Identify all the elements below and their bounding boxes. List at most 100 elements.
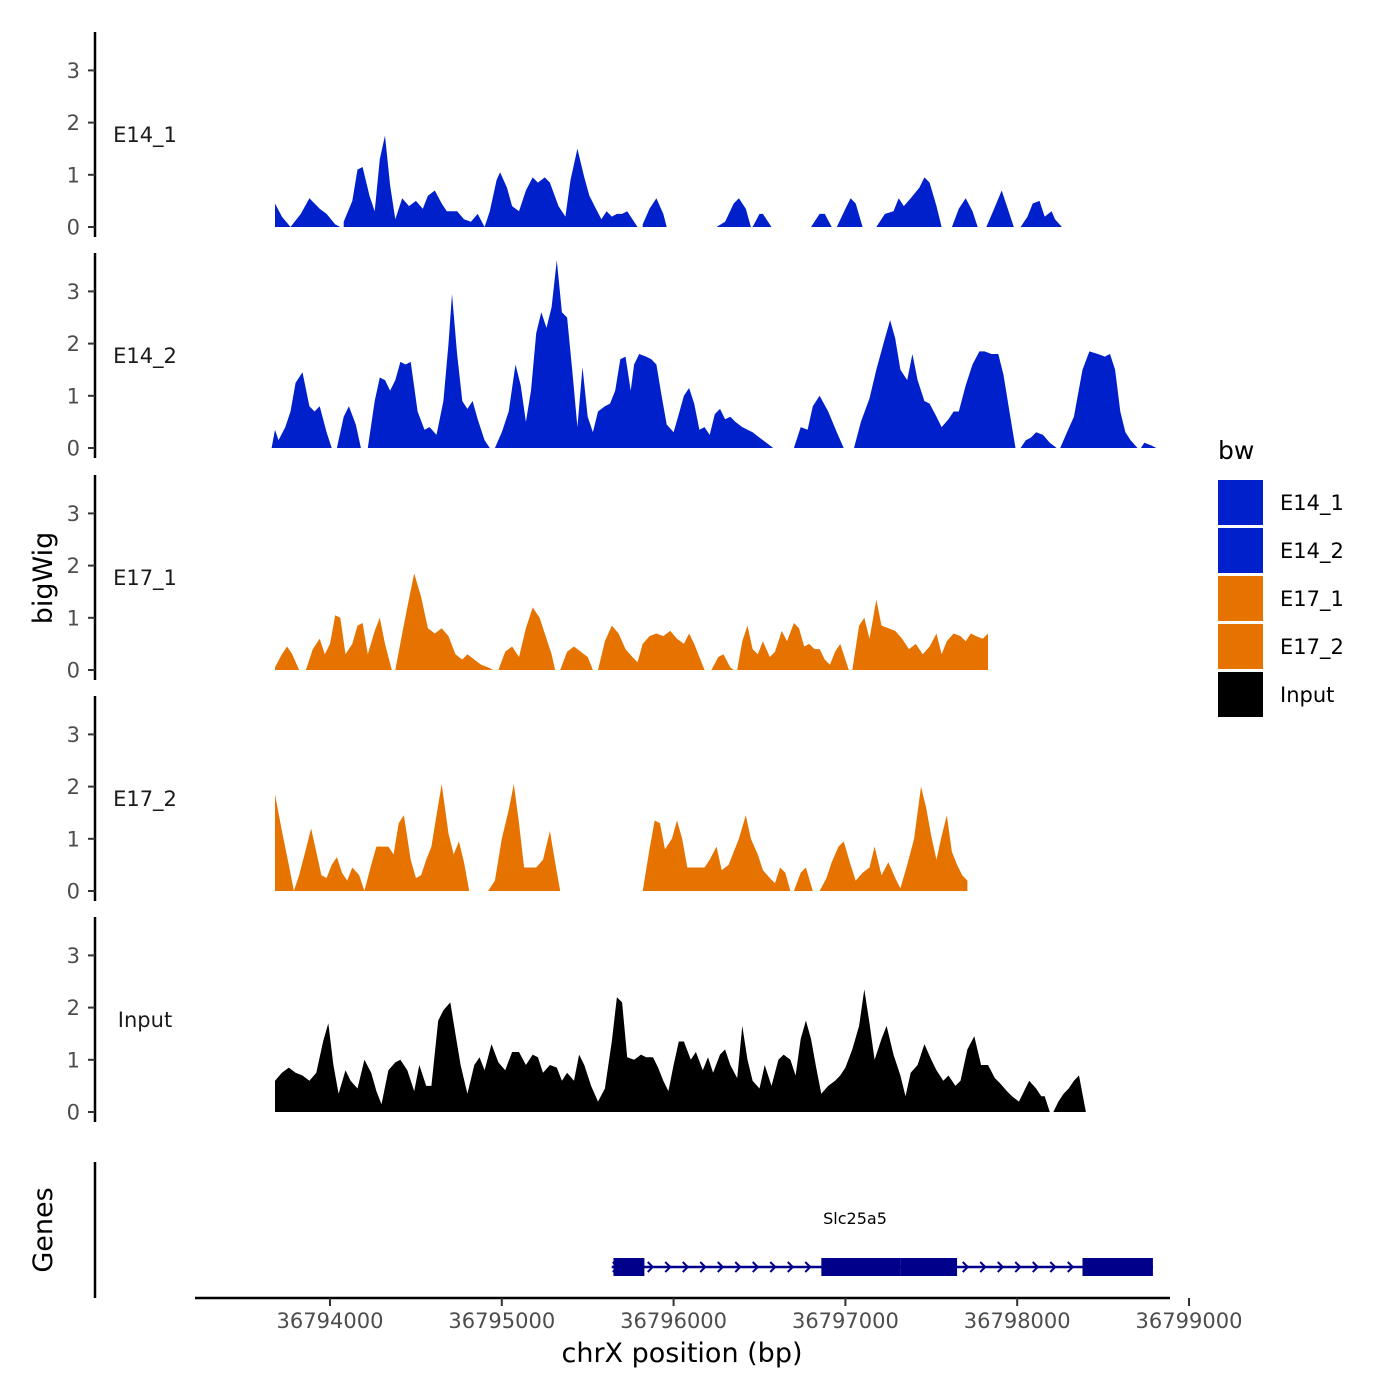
track-e17-2-signal-area (793, 867, 813, 891)
legend: bw E14_1 E14_2 E17_1 E17_2 Input (1218, 436, 1344, 717)
track-input: 0 1 2 3 Input (67, 917, 1086, 1125)
track-e17-1-signal-area (560, 646, 593, 670)
y-tick-label: 1 (67, 1048, 80, 1072)
x-tick-label: 36798000 (964, 1309, 1071, 1333)
legend-label-e14-1: E14_1 (1280, 491, 1344, 516)
gene-strand-chevron (979, 1261, 987, 1273)
legend-swatch-e17-2 (1218, 624, 1263, 669)
legend-label-e14-2: E14_2 (1280, 539, 1344, 564)
y-axis-title: bigWig (28, 532, 59, 625)
track-e14-2-signal-area (1140, 442, 1157, 448)
gene-track: Slc25a5 (93, 1162, 1153, 1298)
gene-name-label: Slc25a5 (823, 1209, 887, 1228)
track-e17-1-signal-area (305, 615, 392, 670)
x-tick-label: 36794000 (277, 1309, 384, 1333)
track-e14-1-signal-area (986, 190, 1014, 227)
gene-strand-chevron (1014, 1261, 1022, 1273)
track-e14-1: 0 1 2 3 E14_1 (67, 32, 1062, 240)
y-tick-label: 1 (67, 163, 80, 187)
x-axis-ticks: 36794000 36795000 36796000 36797000 36798000… (277, 1298, 1243, 1333)
track-e17-1-signal-area (395, 573, 494, 670)
gene-strand-chevron (647, 1261, 655, 1273)
gene-strand-chevron (734, 1261, 742, 1273)
track-e17-1-label: E17_1 (113, 566, 177, 591)
y-tick-label: 3 (67, 59, 80, 83)
gene-strand-chevron (717, 1261, 725, 1273)
x-tick-label: 36799000 (1136, 1309, 1243, 1333)
track-e14-2-signal-area (271, 372, 332, 448)
gene-exon-cds (821, 1258, 901, 1276)
track-e14-1-signal-area (811, 213, 832, 227)
track-e17-2-signal-area (488, 784, 561, 891)
legend-swatch-input (1218, 672, 1263, 717)
gene-strand-chevron (699, 1261, 707, 1273)
track-e14-1-signal-area (752, 213, 772, 227)
x-axis-title: chrX position (bp) (561, 1338, 802, 1369)
legend-label-e17-2: E17_2 (1280, 635, 1344, 660)
y-tick-label: 0 (67, 216, 80, 240)
y-tick-label: 3 (67, 944, 80, 968)
gene-model-slc25a5 (611, 1258, 1153, 1276)
x-tick-label: 36795000 (448, 1309, 555, 1333)
track-e17-1-signal-area (498, 607, 556, 670)
track-e17-1-signal-area (852, 599, 988, 670)
track-e17-1-signal-area (275, 646, 300, 670)
gene-strand-chevron (997, 1261, 1005, 1273)
track-e14-2-signal-area (494, 260, 774, 448)
gene-strand-chevron (1032, 1261, 1040, 1273)
track-e14-2-signal-area (854, 320, 1016, 448)
legend-swatch-e14-2 (1218, 528, 1263, 573)
track-e17-2-label: E17_2 (113, 787, 177, 812)
track-e14-1-signal-area (1020, 200, 1062, 227)
y-tick-label: 0 (67, 437, 80, 461)
y-tick-label: 2 (67, 332, 80, 356)
legend-label-input: Input (1280, 683, 1334, 707)
y-tick-label: 0 (67, 659, 80, 683)
legend-swatch-e17-1 (1218, 576, 1263, 621)
gene-strand-chevron (682, 1261, 690, 1273)
y-tick-label: 3 (67, 723, 80, 747)
y-tick-label: 2 (67, 554, 80, 578)
track-e14-1-signal-area (951, 198, 978, 227)
track-e17-2-signal-area (819, 786, 968, 891)
track-e17-1-signal-area (711, 654, 734, 670)
x-tick-label: 36796000 (620, 1309, 727, 1333)
track-e14-1-signal-area (642, 198, 667, 227)
legend-label-e17-1: E17_1 (1280, 587, 1344, 612)
gene-strand-chevron (804, 1261, 812, 1273)
gene-strand-chevron (787, 1261, 795, 1273)
gene-strand-chevron (962, 1261, 970, 1273)
x-axis: 36794000 36795000 36796000 36797000 36798000… (195, 1296, 1243, 1333)
track-e17-1-signal-area (737, 623, 849, 670)
track-e14-1-signal-area (275, 198, 341, 227)
track-e14-2-signal-area (367, 294, 490, 448)
track-e14-1-signal-area (876, 177, 942, 227)
y-tick-label: 0 (67, 1101, 80, 1125)
y-tick-label: 2 (67, 775, 80, 799)
track-e14-2-signal-area (1020, 432, 1057, 448)
track-e17-2-signal-area (642, 815, 791, 891)
gene-strand-chevron (752, 1261, 760, 1273)
track-e14-1-signal-area (716, 198, 751, 227)
track-e14-2-signal-area (336, 406, 361, 448)
legend-swatch-e14-1 (1218, 480, 1263, 525)
track-e14-2-label: E14_2 (113, 344, 177, 369)
gene-strand-chevron (769, 1261, 777, 1273)
y-tick-label: 2 (67, 996, 80, 1020)
signal-tracks: 0 1 2 3 E14_1 0 1 2 3 E14_2 0 1 2 3 E17_1 0 1 2 3 E17_2 0 1 2 3… (67, 32, 1157, 1125)
y-tick-label: 1 (67, 827, 80, 851)
legend-title: bw (1218, 436, 1254, 465)
y-tick-label: 3 (67, 280, 80, 304)
y-tick-label: 1 (67, 606, 80, 630)
track-e14-2-signal-area (1060, 351, 1138, 448)
track-e14-2-signal-area (793, 395, 844, 448)
track-e14-1-signal-area (836, 198, 863, 227)
x-tick-label: 36797000 (792, 1309, 899, 1333)
gene-exon-utr (900, 1258, 958, 1276)
gene-exon-utr (613, 1258, 645, 1276)
track-e17-2: 0 1 2 3 E17_2 (67, 696, 968, 904)
gene-strand-chevron (1067, 1261, 1075, 1273)
track-e17-2-signal-area (275, 784, 470, 891)
y-tick-label: 0 (67, 880, 80, 904)
